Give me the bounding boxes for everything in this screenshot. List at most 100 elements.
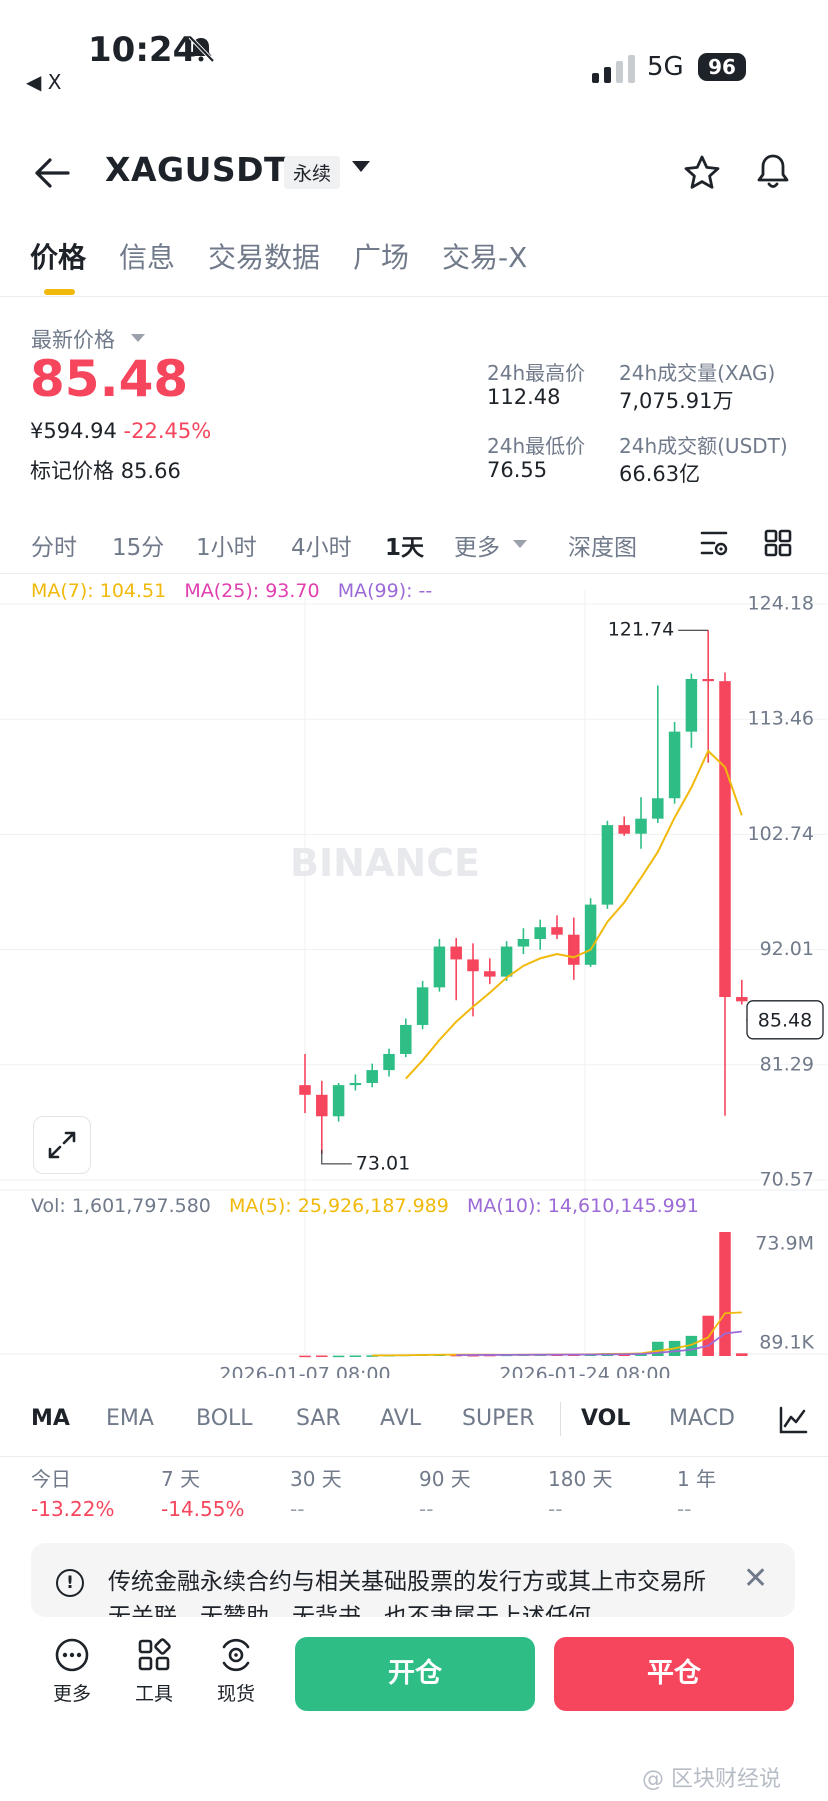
timeframe-15m[interactable]: 15分 [112,535,165,561]
tools-button[interactable]: 工具 [124,1637,184,1706]
bell-icon[interactable] [754,152,792,192]
mark-price-line: 标记价格 85.66 [30,455,181,485]
candle-body [685,678,698,732]
divider [0,296,828,297]
cny-price: ¥594.94 [30,419,117,443]
timeframe-line[interactable]: 分时 [31,535,77,561]
price-change-pct: -22.45% [123,419,212,443]
indicator-boll[interactable]: BOLL [196,1406,253,1431]
vol-24h-label: 24h成交量(XAG) [619,361,776,385]
timeframe-1d[interactable]: 1天 [385,535,425,561]
candle-body [568,934,580,965]
y-tick-label: 113.46 [748,708,814,730]
close-icon[interactable]: ✕ [743,1561,769,1596]
candle-body [450,946,462,960]
back-arrow-icon[interactable] [32,156,72,190]
amount-24h-label: 24h成交额(USDT) [619,434,788,458]
volume-bars [299,1232,748,1358]
current-price-tag [746,1000,824,1040]
high-marker-label: 121.74 [608,619,674,641]
timeframe-depth[interactable]: 深度图 [568,535,637,561]
price-cny-line: ¥594.94 -22.45% [30,419,211,443]
indicator-avl[interactable]: AVL [380,1406,421,1431]
ma99-legend: MA(99): -- [337,580,433,602]
info-icon: ! [56,1569,84,1597]
low-marker-label: 73.01 [356,1152,410,1174]
perf-label: 1 年 [677,1467,717,1491]
y-tick-label: 102.74 [748,823,814,845]
close-position-button[interactable]: 平仓 [554,1637,794,1711]
candle-body [534,927,546,940]
expand-icon [48,1131,76,1159]
perf-value: -- [548,1497,563,1521]
high-24h-value: 112.48 [487,385,561,409]
candle-body [416,987,429,1025]
binance-watermark: BINANCE [290,841,480,885]
grid-layout-icon[interactable] [763,528,793,558]
more-dropdown-icon[interactable] [513,540,527,548]
y-tick-label: 124.18 [748,593,814,615]
ma7-line [405,749,743,1080]
symbol-dropdown-icon[interactable] [352,161,370,172]
last-price-dropdown-icon[interactable] [131,334,145,342]
current-price-label: 85.48 [758,1009,812,1031]
low-24h-label: 24h最低价 [487,434,586,458]
volume-bar [349,1355,362,1357]
ma7-legend: MA(7): 104.51 [31,580,167,602]
expand-chart-button[interactable] [33,1116,91,1174]
indicator-vol[interactable]: VOL [581,1406,631,1431]
tab-trade-x[interactable]: 交易-X [442,241,528,274]
star-icon[interactable] [683,154,721,192]
candle-body [702,678,714,682]
timeframe-more[interactable]: 更多 [454,535,500,561]
perf-label: 7 天 [161,1467,201,1491]
back-to-app-link[interactable]: ◀ X [26,70,62,94]
indicator-ma[interactable]: MA [31,1406,70,1431]
volume-tick-label: 89.1K [759,1332,814,1354]
tab-square[interactable]: 广场 [353,241,410,274]
candle-body [433,946,446,988]
candle-body [652,798,664,819]
symbol-title[interactable]: XAGUSDT [105,150,288,189]
perpetual-badge: 永续 [284,156,341,189]
spot-button[interactable]: 现货 [206,1637,266,1706]
kline-chart[interactable]: BINANCE 124.18 113.46 102.74 92.01 81.29 70.5… [0,590,828,1378]
candle-body [400,1024,412,1054]
y-tick-label: 81.29 [760,1053,814,1075]
candle-body [517,939,530,947]
tab-trading-data[interactable]: 交易数据 [208,241,321,274]
volume-bar [366,1355,378,1357]
indicator-super[interactable]: SUPER [462,1406,535,1431]
more-button[interactable]: 更多 [42,1637,102,1706]
indicator-sar[interactable]: SAR [296,1406,341,1431]
candle-body [601,825,614,905]
network-type: 5G [647,52,684,82]
tab-price[interactable]: 价格 [30,241,87,274]
indicator-macd[interactable]: MACD [669,1406,735,1431]
perf-label: 今日 [31,1467,71,1491]
open-position-button[interactable]: 开仓 [295,1637,535,1711]
indicator-ema[interactable]: EMA [106,1406,154,1431]
chart-settings-icon[interactable] [699,528,729,558]
ma7-series [405,749,743,1080]
volume-bar [736,1353,748,1356]
y-tick-label: 70.57 [760,1169,814,1191]
candle-body [584,904,597,965]
volume-ma-series: 73.9M 89.1K [372,1233,815,1357]
candle-body [668,731,681,799]
performance-row: 今日 -13.22% 7 天 -14.55% 30 天 -- 90 天 -- 1… [31,1463,791,1533]
mark-price-label: 标记价格 [30,459,114,483]
last-price-label[interactable]: 最新价格 [31,328,115,352]
indicator-settings-icon[interactable] [777,1404,809,1436]
timeframe-4h[interactable]: 4小时 [291,535,352,561]
timeframe-1h[interactable]: 1小时 [196,535,257,561]
perf-label: 90 天 [419,1467,471,1491]
perf-value: -- [419,1497,434,1521]
divider [0,1456,828,1457]
candle-body [736,997,748,1002]
candles [299,630,748,1154]
candle-body [618,825,630,834]
x-tick-label: 2026-01-24 08:00 [499,1364,670,1379]
bottom-action-bar: 更多 工具 现货 开仓 平仓 [0,1617,828,1801]
tab-info[interactable]: 信息 [119,241,176,274]
